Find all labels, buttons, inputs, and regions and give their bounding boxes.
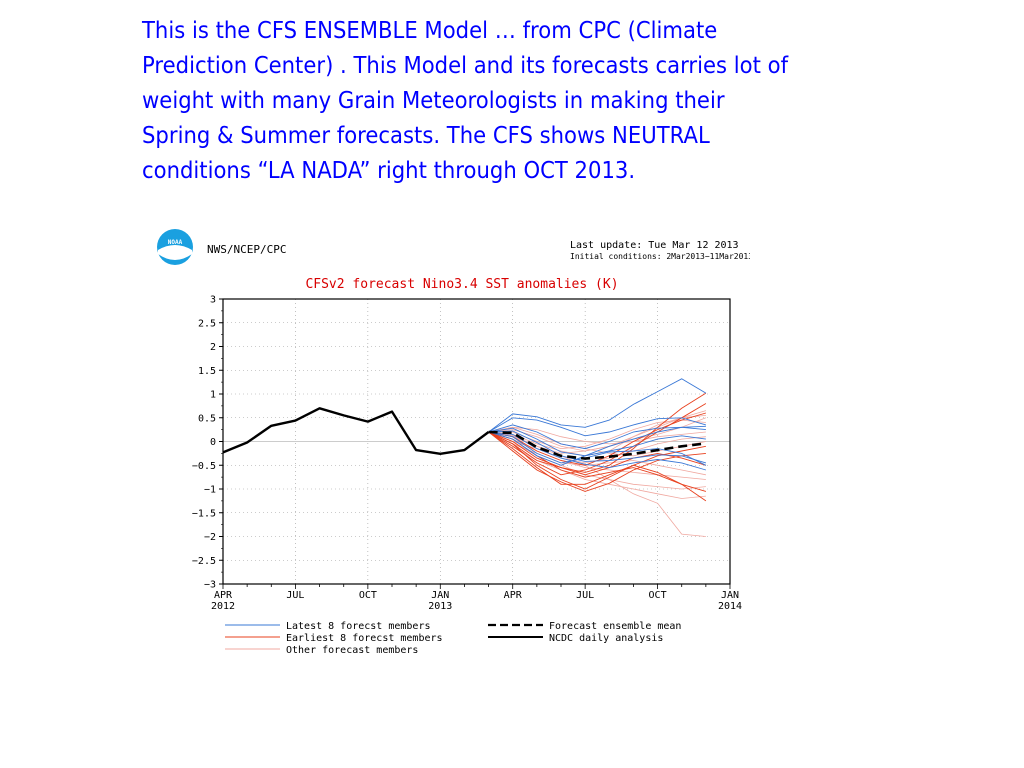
x-tick-label: JUL [576, 590, 594, 601]
x-tick-label: JUL [286, 590, 304, 601]
chart-axes: 32.521.510.50−0.5−1−1.5−2−2.5−3APR2012JU… [192, 295, 742, 613]
ensemble-mean-line [488, 430, 707, 460]
legend-label-mean: Forecast ensemble mean [549, 621, 681, 632]
chart-title: CFSv2 forecast Nino3.4 SST anomalies (K) [305, 277, 618, 292]
chart-svg: NOAA NWS/NCEP/CPC Last update: Tue Mar 1… [157, 229, 753, 656]
latest-member-line [488, 431, 707, 471]
y-tick-label: 1 [210, 390, 216, 401]
noaa-logo-icon: NOAA [157, 229, 193, 265]
latest-member-line [488, 431, 707, 466]
y-tick-label: −3 [204, 580, 216, 591]
y-tick-label: 3 [210, 295, 216, 306]
x-tick-year-label: 2014 [718, 601, 742, 612]
chart-series [222, 378, 707, 537]
y-tick-label: 2 [210, 342, 216, 353]
legend-label-earliest: Earliest 8 forecst members [286, 633, 443, 644]
earliest-member-line [488, 431, 707, 502]
analysis-line [222, 407, 490, 455]
x-tick-label: OCT [359, 590, 377, 601]
headline-text: This is the CFS ENSEMBLE Model … from CP… [142, 18, 789, 184]
x-tick-year-label: 2013 [428, 601, 452, 612]
agency-label: NWS/NCEP/CPC [207, 243, 286, 256]
x-tick-label: OCT [649, 590, 667, 601]
y-tick-label: 0.5 [198, 413, 216, 424]
x-tick-year-label: 2012 [211, 601, 235, 612]
legend-label-latest: Latest 8 forecst members [286, 621, 431, 632]
logo-text: NOAA [168, 239, 183, 246]
x-tick-label: APR [504, 590, 523, 601]
cfs-forecast-figure: NOAA NWS/NCEP/CPC Last update: Tue Mar 1… [150, 222, 753, 667]
y-tick-label: 2.5 [198, 318, 216, 329]
x-tick-label: APR [214, 590, 233, 601]
y-tick-label: −0.5 [192, 461, 216, 472]
latest-member-line [488, 378, 707, 433]
y-tick-label: 0 [210, 437, 216, 448]
latest-member-line [488, 425, 706, 466]
latest-member-line [488, 427, 706, 457]
latest-member-line [488, 424, 706, 450]
legend-label-other: Other forecast members [286, 645, 418, 656]
x-tick-label: JAN [431, 590, 449, 601]
legend-label-analysis: NCDC daily analysis [549, 633, 663, 644]
y-tick-label: −1.5 [192, 508, 216, 519]
chart-grid [223, 299, 730, 584]
other-member-line [488, 431, 706, 476]
earliest-member-line [488, 431, 706, 492]
x-tick-label: JAN [721, 590, 739, 601]
y-tick-label: 1.5 [198, 366, 216, 377]
y-tick-label: −2.5 [192, 556, 216, 567]
latest-member-line [488, 417, 707, 437]
y-tick-label: −2 [204, 532, 216, 543]
latest-member-line [488, 430, 707, 464]
other-member-line [488, 431, 706, 499]
y-tick-label: −1 [204, 485, 216, 496]
last-update-label: Last update: Tue Mar 12 2013 [570, 240, 739, 251]
initial-conditions-label: Initial conditions: 2Mar2013−11Mar2013 [570, 252, 750, 261]
